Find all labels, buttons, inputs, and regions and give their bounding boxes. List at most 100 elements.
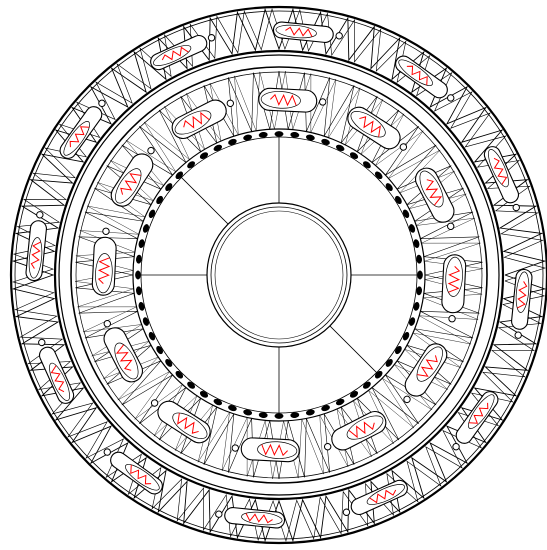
outer-pod-6-squiggle bbox=[369, 489, 397, 504]
outer-pod-9 bbox=[38, 338, 75, 404]
outer-pod-1-outline bbox=[275, 24, 317, 39]
inner-band-inner-edge bbox=[132, 128, 426, 422]
bead-7 bbox=[385, 358, 393, 367]
inner-pod-3-capsule bbox=[414, 167, 455, 223]
outer-pod-2-squiggle bbox=[406, 65, 428, 86]
outer-pod-12 bbox=[150, 34, 216, 71]
inner-pod-10-hole bbox=[102, 227, 110, 235]
outer-pod-2-outline bbox=[398, 59, 433, 86]
inner-pod-2-squiggle bbox=[359, 116, 381, 137]
outer-pod-5-outline bbox=[468, 394, 495, 429]
outer-pod-9-capsule bbox=[38, 346, 75, 404]
outer-pod-11 bbox=[59, 99, 106, 159]
outer-pod-11-hole bbox=[98, 99, 106, 107]
bead-39 bbox=[213, 144, 223, 152]
inner-pod-11-hole bbox=[147, 146, 155, 155]
hub-spoke-4 bbox=[329, 325, 377, 373]
outer-zigzag-ring bbox=[11, 7, 547, 543]
outer-rim-inner-line bbox=[14, 10, 544, 540]
inner-pod-4-hole bbox=[448, 315, 456, 323]
outer-circle-rings bbox=[9, 5, 547, 545]
inner-pod-1-squiggle bbox=[270, 93, 297, 107]
bead-48 bbox=[349, 152, 359, 159]
inner-pod-4-squiggle bbox=[447, 266, 461, 293]
inner-pod-10-outline bbox=[95, 253, 113, 294]
inner-band-outer-line bbox=[75, 71, 483, 479]
inner-pod-12-capsule bbox=[171, 99, 227, 140]
inner-pod-3 bbox=[414, 167, 455, 231]
inner-pod-9-capsule bbox=[103, 327, 144, 383]
bead-2 bbox=[416, 286, 422, 296]
inner-pod-5-hole bbox=[403, 395, 411, 404]
outer-pod-10-outline bbox=[28, 237, 43, 279]
inner-pod-1-hole bbox=[319, 98, 327, 106]
outer-pod-12-squiggle bbox=[161, 46, 189, 61]
outer-pod-12-hole bbox=[207, 34, 216, 42]
inner-pod-3-hole bbox=[447, 222, 455, 231]
bead-33 bbox=[148, 209, 156, 219]
inner-pod-8-squiggle bbox=[177, 413, 199, 434]
inner-pod-4-outline bbox=[445, 256, 463, 297]
outer-pod-7-squiggle bbox=[245, 513, 273, 524]
outer-pod-1-capsule bbox=[272, 21, 334, 43]
outer-pod-7-hole bbox=[215, 510, 223, 518]
inner-pod-8-outline bbox=[172, 412, 208, 439]
bead-4 bbox=[409, 317, 416, 326]
bead-37 bbox=[187, 161, 196, 169]
outer-pod-3-hole bbox=[512, 203, 520, 212]
outer-pod-3 bbox=[483, 146, 520, 212]
inner-pod-5-squiggle bbox=[417, 355, 438, 377]
inner-pod-9-squiggle bbox=[115, 344, 133, 371]
outer-pod-4-squiggle bbox=[517, 281, 528, 309]
outer-pod-10 bbox=[25, 211, 47, 282]
outer-pod-4-outline bbox=[515, 271, 530, 313]
bead-29 bbox=[135, 270, 141, 280]
inner-pod-4 bbox=[441, 254, 467, 323]
bead-30 bbox=[136, 254, 142, 264]
inner-pod-6-hole bbox=[323, 443, 332, 451]
bead-18 bbox=[228, 405, 237, 412]
outer-band-inner-line bbox=[58, 54, 500, 496]
bead-24 bbox=[156, 345, 163, 355]
inner-pod-8-hole bbox=[150, 399, 159, 407]
outer-pod-11-squiggle bbox=[69, 126, 90, 148]
outer-capsule-pods bbox=[25, 21, 533, 529]
bead-19 bbox=[213, 398, 223, 406]
bead-15 bbox=[274, 413, 284, 419]
outer-rim bbox=[9, 5, 547, 545]
inner-pod-5-outline bbox=[416, 346, 443, 382]
bead-54 bbox=[409, 224, 416, 233]
inner-pod-6-squiggle bbox=[348, 421, 375, 439]
outer-truss-offset bbox=[11, 7, 547, 543]
inner-pod-1-capsule bbox=[258, 87, 318, 113]
inner-capsule-pods bbox=[91, 87, 467, 463]
inner-pod-7 bbox=[231, 437, 300, 463]
outer-pod-3-capsule bbox=[483, 146, 520, 204]
hub-middle-circle bbox=[210, 206, 348, 344]
outer-pod-10-capsule bbox=[25, 220, 47, 282]
bead-43 bbox=[274, 131, 284, 137]
central-hub bbox=[141, 137, 417, 413]
bead-16 bbox=[258, 412, 268, 418]
outer-pod-8-squiggle bbox=[130, 464, 152, 485]
inner-pod-9-outline bbox=[114, 342, 139, 380]
bead-23 bbox=[165, 358, 173, 367]
outer-pod-6-outline bbox=[366, 484, 405, 505]
outer-pod-4-hole bbox=[514, 331, 522, 339]
bead-10 bbox=[349, 391, 359, 398]
inner-pod-12-squiggle bbox=[183, 111, 210, 129]
outer-pod-8-hole bbox=[103, 448, 111, 456]
bead-32 bbox=[142, 224, 149, 233]
bead-53 bbox=[402, 209, 410, 219]
bead-21 bbox=[187, 381, 196, 389]
bead-46 bbox=[321, 138, 330, 145]
inner-pod-8-capsule bbox=[157, 400, 211, 444]
inner-pod-7-capsule bbox=[240, 437, 300, 463]
outer-pod-5 bbox=[452, 391, 499, 451]
inner-pod-12-outline bbox=[174, 110, 212, 135]
bead-47 bbox=[335, 144, 345, 152]
outer-pod-10-hole bbox=[36, 211, 44, 219]
outer-pod-3-squiggle bbox=[493, 157, 508, 185]
outer-pod-7 bbox=[215, 507, 286, 529]
